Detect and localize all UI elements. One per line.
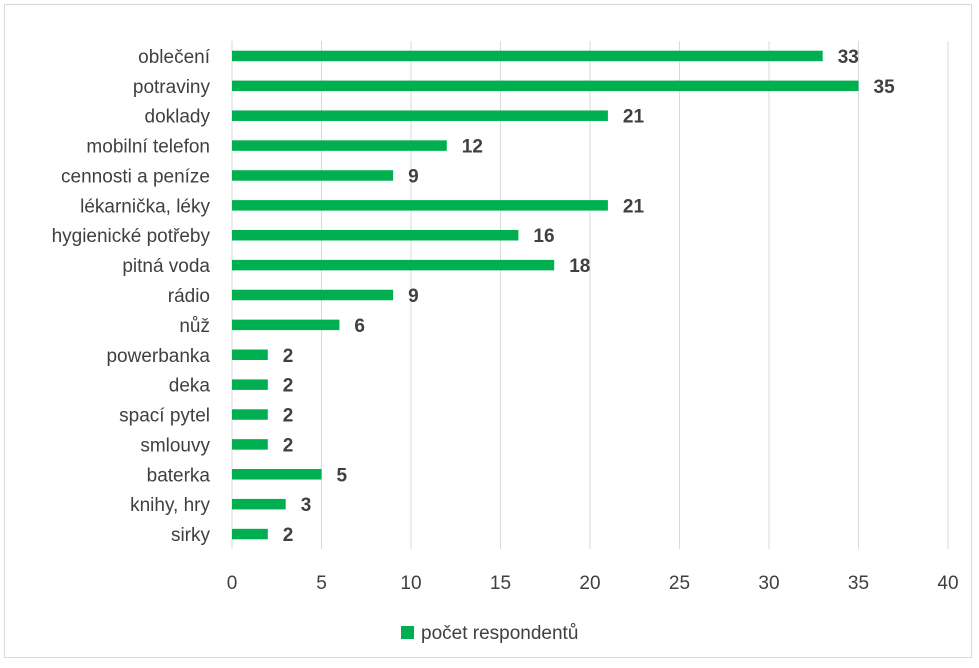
bar xyxy=(232,229,519,241)
category-labels: oblečení potraviny doklady mobilní telefon c… xyxy=(52,47,211,546)
bar xyxy=(232,409,268,420)
bar xyxy=(232,80,859,92)
bar xyxy=(232,110,608,121)
x-tick-label: 25 xyxy=(669,573,690,594)
category-label: potraviny xyxy=(133,77,211,98)
data-label: 16 xyxy=(533,226,554,247)
bar xyxy=(232,319,340,331)
category-label: rádio xyxy=(168,286,210,307)
data-label: 2 xyxy=(283,376,294,397)
category-label: deka xyxy=(169,376,211,397)
data-label: 9 xyxy=(408,286,419,307)
category-label: hygienické potřeby xyxy=(52,226,211,247)
bar xyxy=(232,259,555,271)
bar xyxy=(232,200,608,211)
data-label: 5 xyxy=(337,465,348,486)
data-label: 12 xyxy=(462,137,483,158)
data-label: 18 xyxy=(569,256,590,277)
x-tick-labels: 0 5 10 15 20 25 30 35 40 xyxy=(227,573,959,594)
category-label: mobilní telefon xyxy=(86,137,210,158)
data-label: 33 xyxy=(838,47,859,68)
bar xyxy=(232,379,268,390)
category-label: spací pytel xyxy=(119,406,210,427)
category-label: nůž xyxy=(179,316,210,337)
x-tick-label: 30 xyxy=(758,573,779,594)
category-label: pitná voda xyxy=(122,256,210,277)
data-label: 35 xyxy=(874,77,896,98)
data-label: 21 xyxy=(623,196,645,217)
category-label: cennosti a peníze xyxy=(61,166,210,187)
data-label: 9 xyxy=(408,166,419,187)
data-label: 2 xyxy=(283,525,294,546)
category-label: oblečení xyxy=(138,47,211,68)
category-label: lékarnička, léky xyxy=(80,196,210,217)
x-tick-label: 5 xyxy=(316,573,327,594)
gridlines xyxy=(231,41,949,549)
bar xyxy=(232,349,268,361)
bar xyxy=(232,439,268,450)
data-label: 21 xyxy=(623,107,645,128)
legend-swatch xyxy=(401,626,414,639)
bar xyxy=(232,498,286,510)
data-label: 2 xyxy=(283,346,294,367)
data-label: 2 xyxy=(283,406,294,427)
x-tick-label: 35 xyxy=(848,573,869,594)
category-label: smlouvy xyxy=(140,435,210,456)
legend-label: počet respondentů xyxy=(421,623,578,644)
category-label: knihy, hry xyxy=(130,495,210,516)
x-tick-label: 40 xyxy=(937,573,958,594)
bar xyxy=(232,528,268,540)
bar xyxy=(232,170,394,181)
bar xyxy=(232,469,322,480)
bar-chart: oblečení potraviny doklady mobilní telefon c… xyxy=(52,41,959,644)
bar xyxy=(232,50,823,62)
data-label: 2 xyxy=(283,435,294,456)
bar xyxy=(232,289,394,301)
category-label: doklady xyxy=(145,107,211,128)
category-label: powerbanka xyxy=(106,346,210,367)
data-label: 6 xyxy=(354,316,365,337)
data-label: 3 xyxy=(301,495,312,516)
x-tick-label: 20 xyxy=(579,573,600,594)
chart-frame: oblečení potraviny doklady mobilní telefon c… xyxy=(4,4,972,658)
x-tick-label: 0 xyxy=(227,573,238,594)
x-tick-label: 10 xyxy=(400,573,421,594)
legend: počet respondentů xyxy=(401,623,578,644)
x-tick-label: 15 xyxy=(490,573,511,594)
bars xyxy=(232,50,859,540)
bar xyxy=(232,140,447,151)
category-label: sirky xyxy=(171,525,211,546)
category-label: baterka xyxy=(147,465,211,486)
